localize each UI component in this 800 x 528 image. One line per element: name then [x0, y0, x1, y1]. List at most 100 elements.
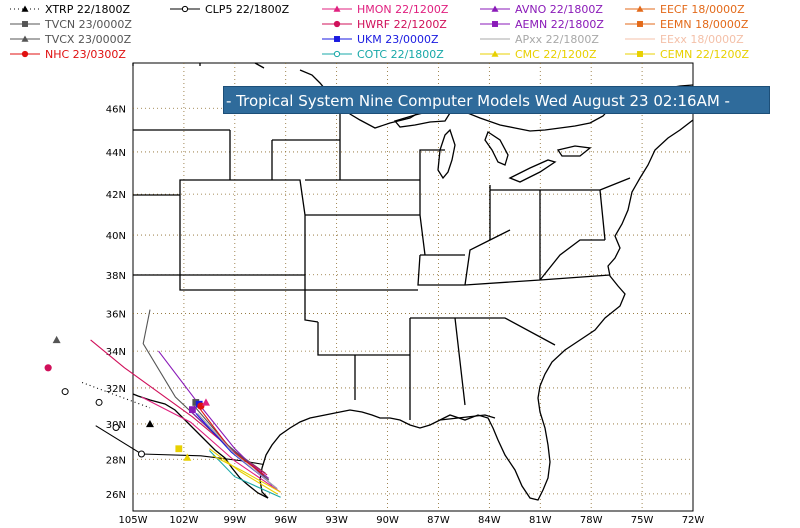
legend-label: APxx 22/1800Z — [515, 33, 599, 46]
lat-tick-label: 46N — [106, 104, 126, 115]
track-xtrp — [81, 381, 151, 409]
track-cotc — [209, 450, 281, 498]
model-legend: XTRP 22/1800Z CLP5 22/1800Z HMON 22/1200Z A… — [10, 3, 750, 61]
legend-label: XTRP 22/1800Z — [45, 3, 131, 16]
legend-item-apxx: APxx 22/1800Z — [480, 33, 599, 46]
track-apxx — [197, 412, 278, 490]
lon-tick-label: 81W — [529, 515, 552, 526]
lon-tick-label: 75W — [631, 515, 654, 526]
legend-marker — [491, 50, 499, 57]
legend-marker — [333, 5, 341, 12]
legend-marker — [22, 21, 28, 27]
track-cmc — [209, 448, 278, 495]
legend-item-aemn: AEMN 22/1800Z — [480, 18, 604, 31]
lat-tick-label: 34N — [106, 347, 126, 358]
lon-tick-label: 93W — [325, 515, 348, 526]
lon-tick-label: 87W — [427, 515, 450, 526]
legend-marker — [492, 21, 498, 27]
lake-michigan — [437, 128, 456, 180]
marker-xtrp — [61, 388, 69, 396]
legend-item-eexx: EExx 18/0000Z — [625, 33, 744, 46]
east-coast — [259, 119, 694, 501]
legend-item-cotc: COTC 22/1800Z — [322, 48, 444, 61]
legend-label: EExx 18/0000Z — [660, 33, 744, 46]
marker-tvcx — [52, 335, 61, 344]
lat-tick-label: 36N — [106, 309, 126, 320]
legend-marker — [636, 5, 644, 12]
legend-item-clp5: CLP5 22/1800Z — [170, 3, 290, 16]
legend-item-hwrf: HWRF 22/1200Z — [322, 18, 447, 31]
florida-line — [439, 414, 496, 421]
legend-item-hmon: HMON 22/1200Z — [322, 3, 449, 16]
model-tracks — [81, 309, 281, 498]
marker-hwrf — [44, 364, 52, 372]
legend-label: CEMN 22/1200Z — [660, 48, 750, 61]
lon-tick-label: 90W — [376, 515, 399, 526]
marker-cmc — [183, 453, 192, 461]
legend-item-tvcn: TVCN 23/0000Z — [10, 18, 132, 31]
lat-tick-label: 26N — [106, 490, 126, 501]
legend-item-eecf: EECF 18/0000Z — [625, 3, 745, 16]
state-lines — [133, 102, 631, 420]
lon-tick-label: 72W — [682, 515, 705, 526]
lon-tick-label: 102W — [169, 515, 198, 526]
legend-label: CLP5 22/1800Z — [205, 3, 290, 16]
canada-border — [132, 62, 694, 132]
legend-marker — [21, 5, 29, 12]
lat-tick-label: 42N — [106, 190, 126, 201]
lat-tick-label: 40N — [106, 231, 126, 242]
legend-item-cmc: CMC 22/1200Z — [480, 48, 597, 61]
legend-marker — [334, 36, 340, 42]
legend-item-cemn: CEMN 22/1200Z — [625, 48, 750, 61]
marker-aemn — [188, 406, 196, 414]
marker-cemn — [175, 445, 183, 453]
marker-hmon — [201, 398, 210, 406]
legend-marker — [333, 20, 341, 28]
legend-item-ukm: UKM 23/0000Z — [322, 33, 439, 46]
track-cemn — [212, 455, 281, 493]
legend-label: TVCX 23/0000Z — [44, 33, 132, 46]
map-frame — [132, 62, 694, 512]
legend-marker — [637, 21, 643, 27]
legend-label: COTC 22/1800Z — [357, 48, 444, 61]
legend-label: EEMN 18/0000Z — [660, 18, 749, 31]
map-boundaries — [132, 62, 694, 501]
lon-tick-label: 96W — [274, 515, 297, 526]
legend-label: AVNO 22/1800Z — [515, 3, 603, 16]
lon-tick-label: 84W — [478, 515, 501, 526]
rio-grande — [132, 393, 269, 499]
legend-item-eemn: EEMN 18/0000Z — [625, 18, 749, 31]
lake-huron — [484, 131, 509, 166]
legend-item-xtrp: XTRP 22/1800Z — [10, 3, 131, 16]
legend-marker — [491, 5, 499, 12]
legend-label: EECF 18/0000Z — [660, 3, 745, 16]
lat-tick-label: 38N — [106, 271, 126, 282]
track-hmon — [141, 396, 281, 493]
lat-tick-label: 32N — [106, 384, 126, 395]
legend-item-avno: AVNO 22/1800Z — [480, 3, 603, 16]
marker-nhc — [197, 402, 205, 410]
legend-item-nhc: NHC 23/0300Z — [10, 48, 126, 61]
model-markers — [44, 335, 210, 461]
lake-ontario — [556, 145, 592, 157]
lon-tick-label: 78W — [580, 515, 603, 526]
marker-clp5 — [95, 398, 103, 406]
legend-label: CMC 22/1200Z — [515, 48, 597, 61]
legend-label: UKM 23/0000Z — [357, 33, 439, 46]
lat-tick-label: 28N — [106, 455, 126, 466]
legend-label: AEMN 22/1800Z — [515, 18, 604, 31]
legend-item-tvcx: TVCX 23/0000Z — [10, 33, 132, 46]
legend-marker — [637, 51, 643, 57]
marker-clp5 — [137, 450, 145, 458]
legend-label: NHC 23/0300Z — [45, 48, 126, 61]
lon-tick-label: 105W — [119, 515, 148, 526]
legend-marker — [21, 50, 29, 58]
lake-erie — [508, 159, 557, 183]
legend-marker — [21, 35, 29, 42]
lon-tick-label: 99W — [224, 515, 247, 526]
lat-lon-grid — [133, 63, 693, 511]
legend-marker — [181, 5, 189, 13]
map-title-banner: - Tropical System Nine Computer Models W… — [223, 86, 770, 114]
legend-label: TVCN 23/0000Z — [44, 18, 132, 31]
